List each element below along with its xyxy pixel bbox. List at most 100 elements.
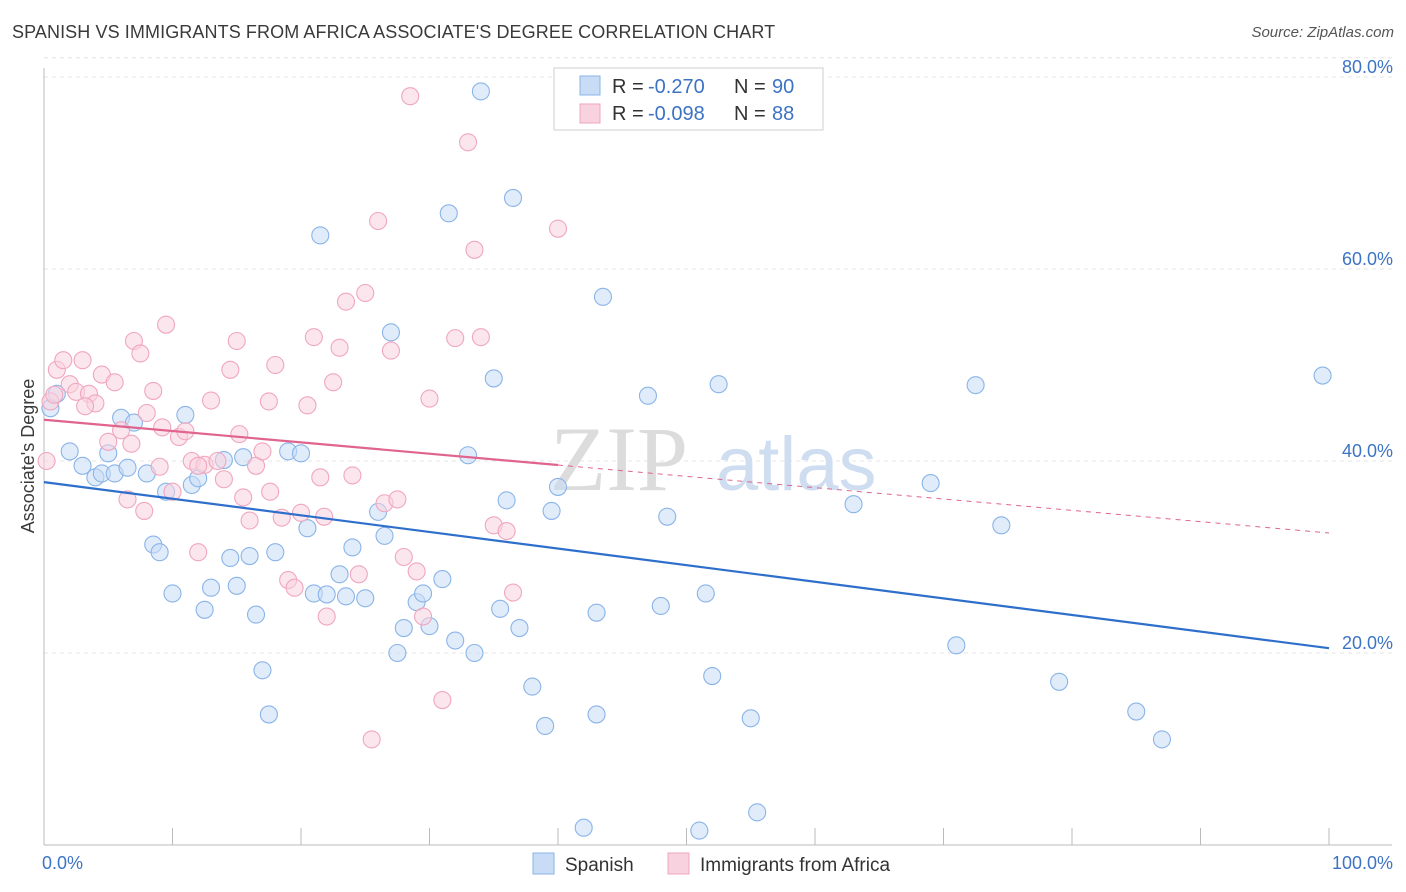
- point-africa-71: [189, 456, 208, 475]
- source-label: Source: ZipAtlas.com: [1251, 24, 1394, 41]
- point-spanish-54: [484, 369, 503, 388]
- point-spanish-43: [388, 643, 407, 663]
- point-africa-21: [163, 482, 182, 501]
- point-spanish-37: [336, 587, 356, 606]
- point-spanish-32: [298, 519, 317, 538]
- point-spanish-13: [150, 543, 169, 562]
- legend-n-label-0: N =: [734, 76, 766, 98]
- point-spanish-81: [1050, 672, 1069, 691]
- point-spanish-76: [844, 495, 863, 514]
- point-spanish-46: [414, 584, 433, 603]
- point-africa-46: [324, 373, 343, 392]
- point-spanish-72: [703, 666, 722, 686]
- point-africa-10: [99, 432, 118, 451]
- point-spanish-77: [921, 474, 940, 493]
- point-spanish-41: [375, 526, 394, 545]
- point-spanish-25: [240, 546, 259, 566]
- point-spanish-62: [548, 477, 568, 496]
- point-spanish-55: [491, 599, 510, 618]
- point-africa-49: [343, 466, 362, 485]
- y-tick-label-1: 40.0%: [1342, 441, 1393, 461]
- point-africa-61: [420, 389, 439, 408]
- spanish-points: [41, 82, 1332, 840]
- y-tick-label-3: 80.0%: [1342, 57, 1393, 77]
- point-africa-0: [37, 451, 56, 471]
- point-spanish-59: [523, 677, 542, 696]
- point-africa-37: [266, 355, 285, 375]
- chart-title: SPANISH VS IMMIGRANTS FROM AFRICA ASSOCI…: [12, 22, 776, 42]
- point-spanish-35: [317, 585, 336, 604]
- point-spanish-9: [118, 458, 137, 477]
- series-legend-swatch-spanish: [532, 852, 555, 875]
- point-africa-72: [261, 482, 280, 501]
- point-spanish-63: [574, 818, 593, 837]
- trend-line-africa-dashed: [557, 464, 1330, 534]
- point-africa-55: [381, 341, 401, 360]
- gridlines: [44, 57, 1392, 654]
- point-africa-27: [202, 391, 221, 410]
- point-africa-19: [150, 457, 169, 476]
- point-spanish-19: [195, 600, 214, 619]
- point-spanish-20: [202, 578, 221, 597]
- point-africa-43: [304, 328, 323, 347]
- point-spanish-44: [394, 618, 413, 638]
- point-africa-16: [135, 501, 154, 520]
- point-spanish-23: [227, 576, 246, 595]
- point-africa-15: [131, 344, 150, 363]
- point-africa-60: [414, 607, 433, 626]
- point-spanish-56: [497, 491, 516, 510]
- point-africa-69: [503, 583, 523, 602]
- point-africa-66: [471, 328, 490, 347]
- point-spanish-29: [266, 543, 285, 562]
- legend-n-value-0: 90: [772, 76, 794, 98]
- point-spanish-65: [587, 603, 606, 622]
- point-africa-42: [298, 396, 317, 415]
- point-spanish-64: [587, 705, 606, 724]
- point-spanish-57: [503, 188, 523, 208]
- point-spanish-79: [966, 376, 985, 395]
- point-spanish-69: [658, 507, 677, 526]
- point-spanish-3: [73, 456, 92, 475]
- series-legend: Spanish Immigrants from Africa: [532, 852, 890, 876]
- point-africa-45: [317, 607, 336, 626]
- point-spanish-52: [465, 643, 484, 663]
- point-spanish-27: [253, 661, 272, 680]
- point-africa-68: [497, 522, 516, 541]
- y-axis-label: Associate's Degree: [18, 379, 38, 534]
- point-africa-53: [369, 211, 388, 231]
- point-spanish-83: [1152, 730, 1171, 749]
- trend-line-spanish: [43, 481, 1330, 650]
- point-spanish-75: [748, 803, 767, 822]
- point-africa-13: [118, 490, 137, 509]
- y-tick-label-0: 20.0%: [1342, 633, 1393, 653]
- point-africa-11: [105, 373, 124, 392]
- point-africa-35: [253, 442, 272, 461]
- point-africa-44: [311, 468, 330, 487]
- point-spanish-78: [947, 636, 966, 655]
- legend-r-value-0: -0.270: [648, 76, 705, 98]
- y-tick-label-2: 60.0%: [1342, 249, 1393, 269]
- watermark-zip: ZIP: [550, 408, 688, 510]
- point-spanish-58: [510, 618, 529, 638]
- point-spanish-61: [542, 501, 561, 520]
- point-spanish-39: [356, 589, 375, 608]
- point-spanish-73: [709, 375, 728, 394]
- point-africa-58: [401, 87, 420, 106]
- point-africa-63: [446, 329, 465, 348]
- point-africa-51: [356, 283, 375, 303]
- point-africa-3: [54, 351, 73, 370]
- point-africa-6: [73, 351, 92, 370]
- x-ticks: [43, 828, 1330, 845]
- point-spanish-15: [163, 584, 182, 603]
- point-africa-77: [122, 434, 141, 453]
- point-africa-17: [137, 403, 156, 423]
- point-africa-20: [157, 315, 176, 334]
- point-spanish-68: [651, 596, 670, 616]
- point-africa-50: [349, 565, 368, 584]
- point-africa-52: [362, 730, 381, 749]
- point-africa-57: [394, 547, 413, 567]
- point-spanish-71: [696, 584, 715, 603]
- point-spanish-22: [221, 548, 240, 568]
- trend-line-africa: [43, 418, 559, 467]
- point-africa-40: [285, 578, 304, 597]
